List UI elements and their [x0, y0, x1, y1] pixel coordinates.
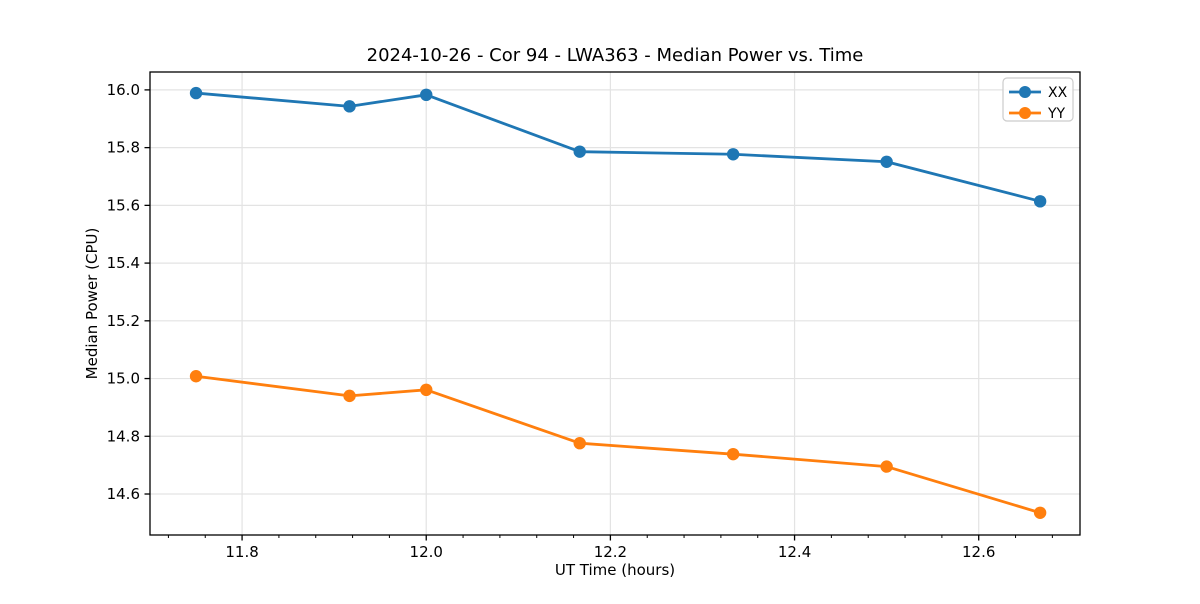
data-point-xx: [573, 145, 586, 158]
series-xx: [189, 86, 1047, 208]
y-tick-label: 15.6: [107, 196, 140, 214]
data-point-xx: [343, 100, 356, 113]
gridlines: [150, 72, 1080, 535]
data-point-yy: [1033, 506, 1047, 519]
x-tick-label: 12.0: [410, 543, 443, 561]
legend-sample-marker: [1019, 86, 1031, 98]
y-tick-label: 15.8: [107, 139, 140, 157]
legend-label-yy: YY: [1047, 106, 1066, 122]
x-tick-label: 12.6: [962, 543, 995, 561]
y-tick-label: 15.0: [107, 370, 140, 388]
axes-box: [149, 71, 1081, 536]
tick-labels: 11.8 12.0 12.2 12.4 12.6 14.6 14.8 15.0 15.2 15.4…: [107, 81, 996, 561]
series-line-yy: [194, 374, 1042, 515]
data-point-yy: [343, 389, 356, 403]
y-tick-label: 14.8: [107, 427, 140, 445]
y-tick-label: 15.2: [107, 312, 140, 330]
data-point-yy: [189, 370, 203, 383]
data-point-yy: [880, 460, 893, 473]
major-ticks: [144, 89, 980, 541]
x-axis-label: UT Time (hours): [555, 561, 675, 579]
y-tick-label: 14.6: [107, 485, 140, 503]
data-point-xx: [420, 88, 433, 102]
legend-sample-marker: [1019, 107, 1031, 119]
data-point-yy: [420, 383, 433, 397]
data-point-xx: [1033, 195, 1047, 208]
x-tick-label: 11.8: [225, 543, 258, 561]
x-tick-label: 12.2: [594, 543, 627, 561]
y-tick-label: 15.4: [107, 254, 140, 272]
y-tick-label: 16.0: [107, 81, 140, 99]
data-point-xx: [189, 86, 203, 100]
data-point-yy: [726, 447, 740, 461]
legend: XX YY: [1002, 77, 1074, 122]
chart-title: 2024-10-26 - Cor 94 - LWA363 - Median Po…: [367, 45, 864, 66]
data-point-xx: [880, 155, 893, 168]
data-point-yy: [573, 437, 586, 450]
data-point-xx: [726, 148, 740, 161]
y-axis-label: Median Power (CPU): [83, 228, 101, 380]
legend-label-xx: XX: [1048, 85, 1068, 101]
x-tick-label: 12.4: [778, 543, 811, 561]
series-yy: [189, 370, 1047, 519]
